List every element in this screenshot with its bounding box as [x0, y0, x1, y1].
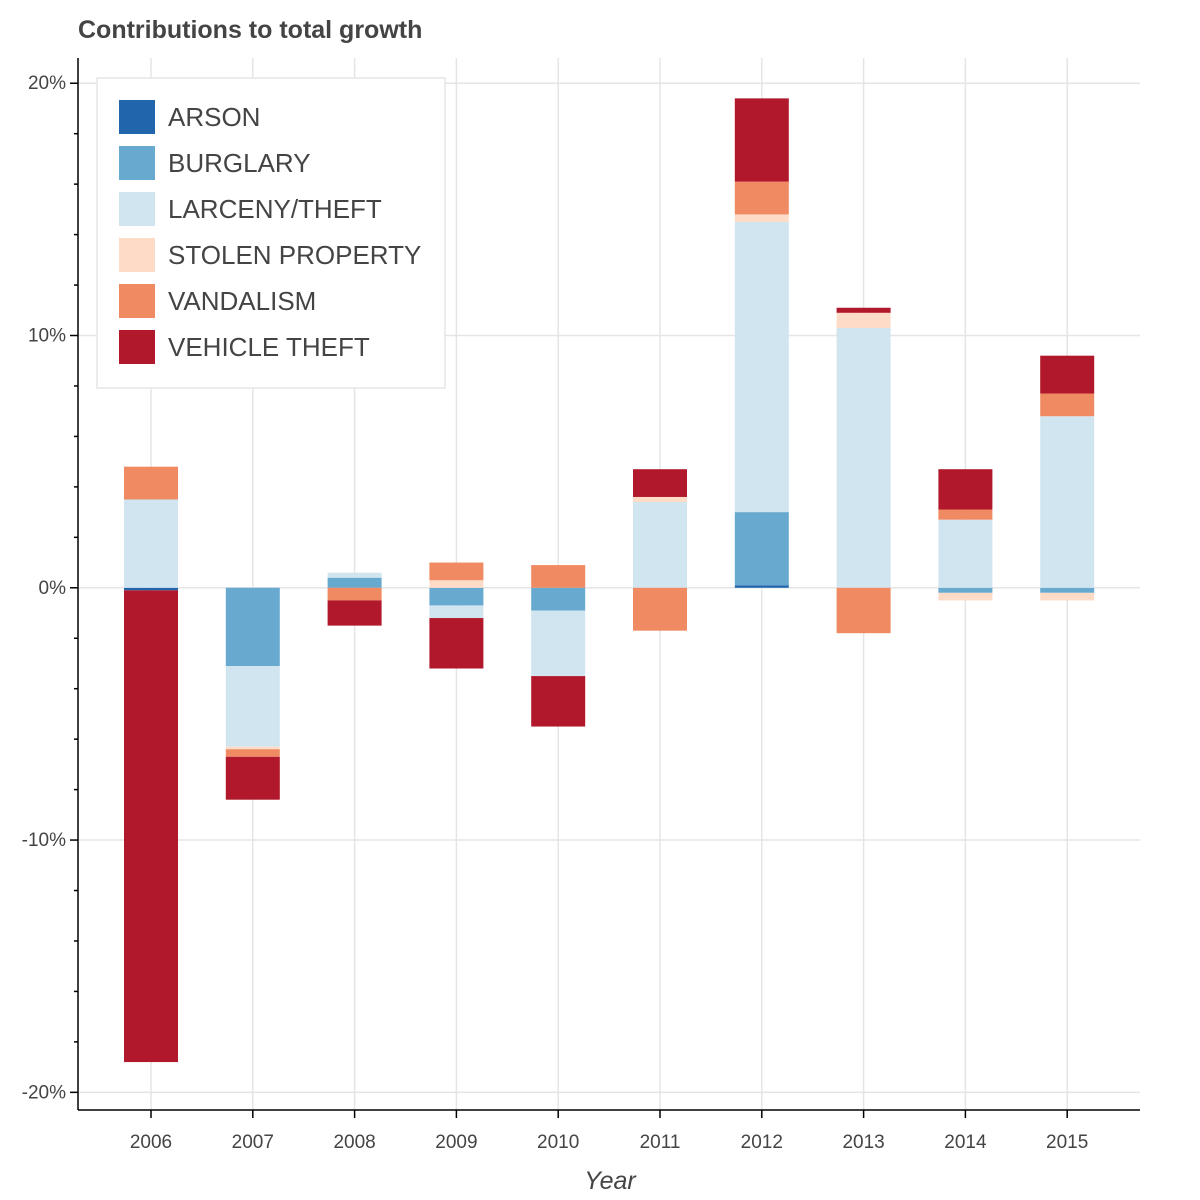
bar-segment — [124, 466, 178, 500]
y-tick-label: -10% — [22, 830, 66, 851]
bar-segment — [531, 565, 586, 588]
legend-swatch — [119, 192, 155, 226]
x-tick-label: 2015 — [1046, 1132, 1088, 1153]
legend-label: LARCENY/THEFT — [168, 194, 382, 224]
bar-segment — [1040, 393, 1095, 417]
bar-segment — [327, 577, 382, 588]
bar-segment — [1040, 355, 1095, 394]
bar-segment — [836, 312, 891, 328]
bar-segment — [327, 600, 382, 626]
bar-segment — [938, 519, 993, 588]
bar-segment — [938, 592, 993, 601]
bar-segment — [429, 618, 484, 669]
bar-segment — [734, 585, 789, 588]
bar-segment — [429, 562, 484, 581]
bar-segment — [938, 509, 993, 520]
bar-segment — [1040, 592, 1095, 601]
bar-segment — [429, 605, 484, 619]
x-axis-label: Year — [584, 1167, 637, 1195]
bar-segment — [633, 502, 687, 588]
y-tick-label: -20% — [22, 1082, 66, 1103]
legend-swatch — [119, 330, 155, 364]
y-tick-label: 10% — [28, 326, 66, 347]
legend-label: BURGLARY — [168, 148, 311, 178]
y-tick-label: 20% — [28, 73, 66, 94]
x-tick-label: 2012 — [741, 1132, 783, 1153]
chart-title: Contributions to total growth — [78, 16, 423, 44]
x-tick-label: 2010 — [537, 1132, 579, 1153]
bar-segment — [633, 469, 687, 497]
bar-segment — [734, 98, 789, 182]
bar-segment — [327, 572, 382, 578]
legend-swatch — [119, 146, 155, 180]
legend-label: STOLEN PROPERTY — [168, 240, 421, 270]
bar-segment — [734, 221, 789, 513]
x-tick-label: 2006 — [130, 1132, 172, 1153]
bar-segment — [124, 499, 178, 588]
bar-segment — [124, 587, 178, 591]
bar-segment — [531, 676, 586, 727]
legend-label: VEHICLE THEFT — [168, 332, 370, 362]
legend-label: VANDALISM — [168, 286, 316, 316]
bar-segment — [225, 587, 280, 666]
x-tick-label: 2011 — [640, 1132, 681, 1153]
bar-segment — [836, 307, 891, 313]
bar-segment — [734, 512, 789, 586]
bar-segment — [327, 587, 382, 601]
legend-swatch — [119, 284, 155, 318]
x-tick-label: 2009 — [435, 1132, 477, 1153]
bars — [124, 98, 1095, 1063]
bar-segment — [225, 665, 280, 747]
bar-segment — [225, 749, 280, 757]
bar-segment — [225, 746, 280, 750]
x-tick-label: 2014 — [944, 1132, 987, 1153]
bar-segment — [633, 587, 687, 631]
axes: -20% -10% 0% 10% 20% 2006 2007 2008 2009 2010 2011… — [22, 58, 1140, 1153]
bar-segment — [836, 587, 891, 634]
bar-segment — [531, 587, 586, 611]
bar-segment — [1040, 587, 1095, 593]
bar-segment — [1040, 416, 1095, 588]
x-tick-label: 2008 — [333, 1132, 375, 1153]
bar-segment — [734, 181, 789, 215]
bar-segment — [531, 610, 586, 677]
y-tick-label: 0% — [39, 578, 67, 599]
bar-segment — [938, 587, 993, 593]
legend-label: ARSON — [168, 102, 260, 132]
legend-swatch — [119, 100, 155, 134]
bar-segment — [938, 469, 993, 510]
bar-segment — [734, 214, 789, 222]
legend: ARSON BURGLARY LARCENY/THEFT STOLEN PROPERT… — [96, 77, 446, 389]
bar-segment — [429, 587, 484, 606]
legend-swatch — [119, 238, 155, 272]
bar-segment — [429, 580, 484, 588]
x-tick-label: 2013 — [842, 1132, 884, 1153]
bar-segment — [633, 496, 687, 503]
bar-segment — [836, 327, 891, 588]
bar-segment — [225, 756, 280, 800]
bar-segment — [124, 590, 178, 1063]
x-tick-label: 2007 — [232, 1132, 274, 1153]
